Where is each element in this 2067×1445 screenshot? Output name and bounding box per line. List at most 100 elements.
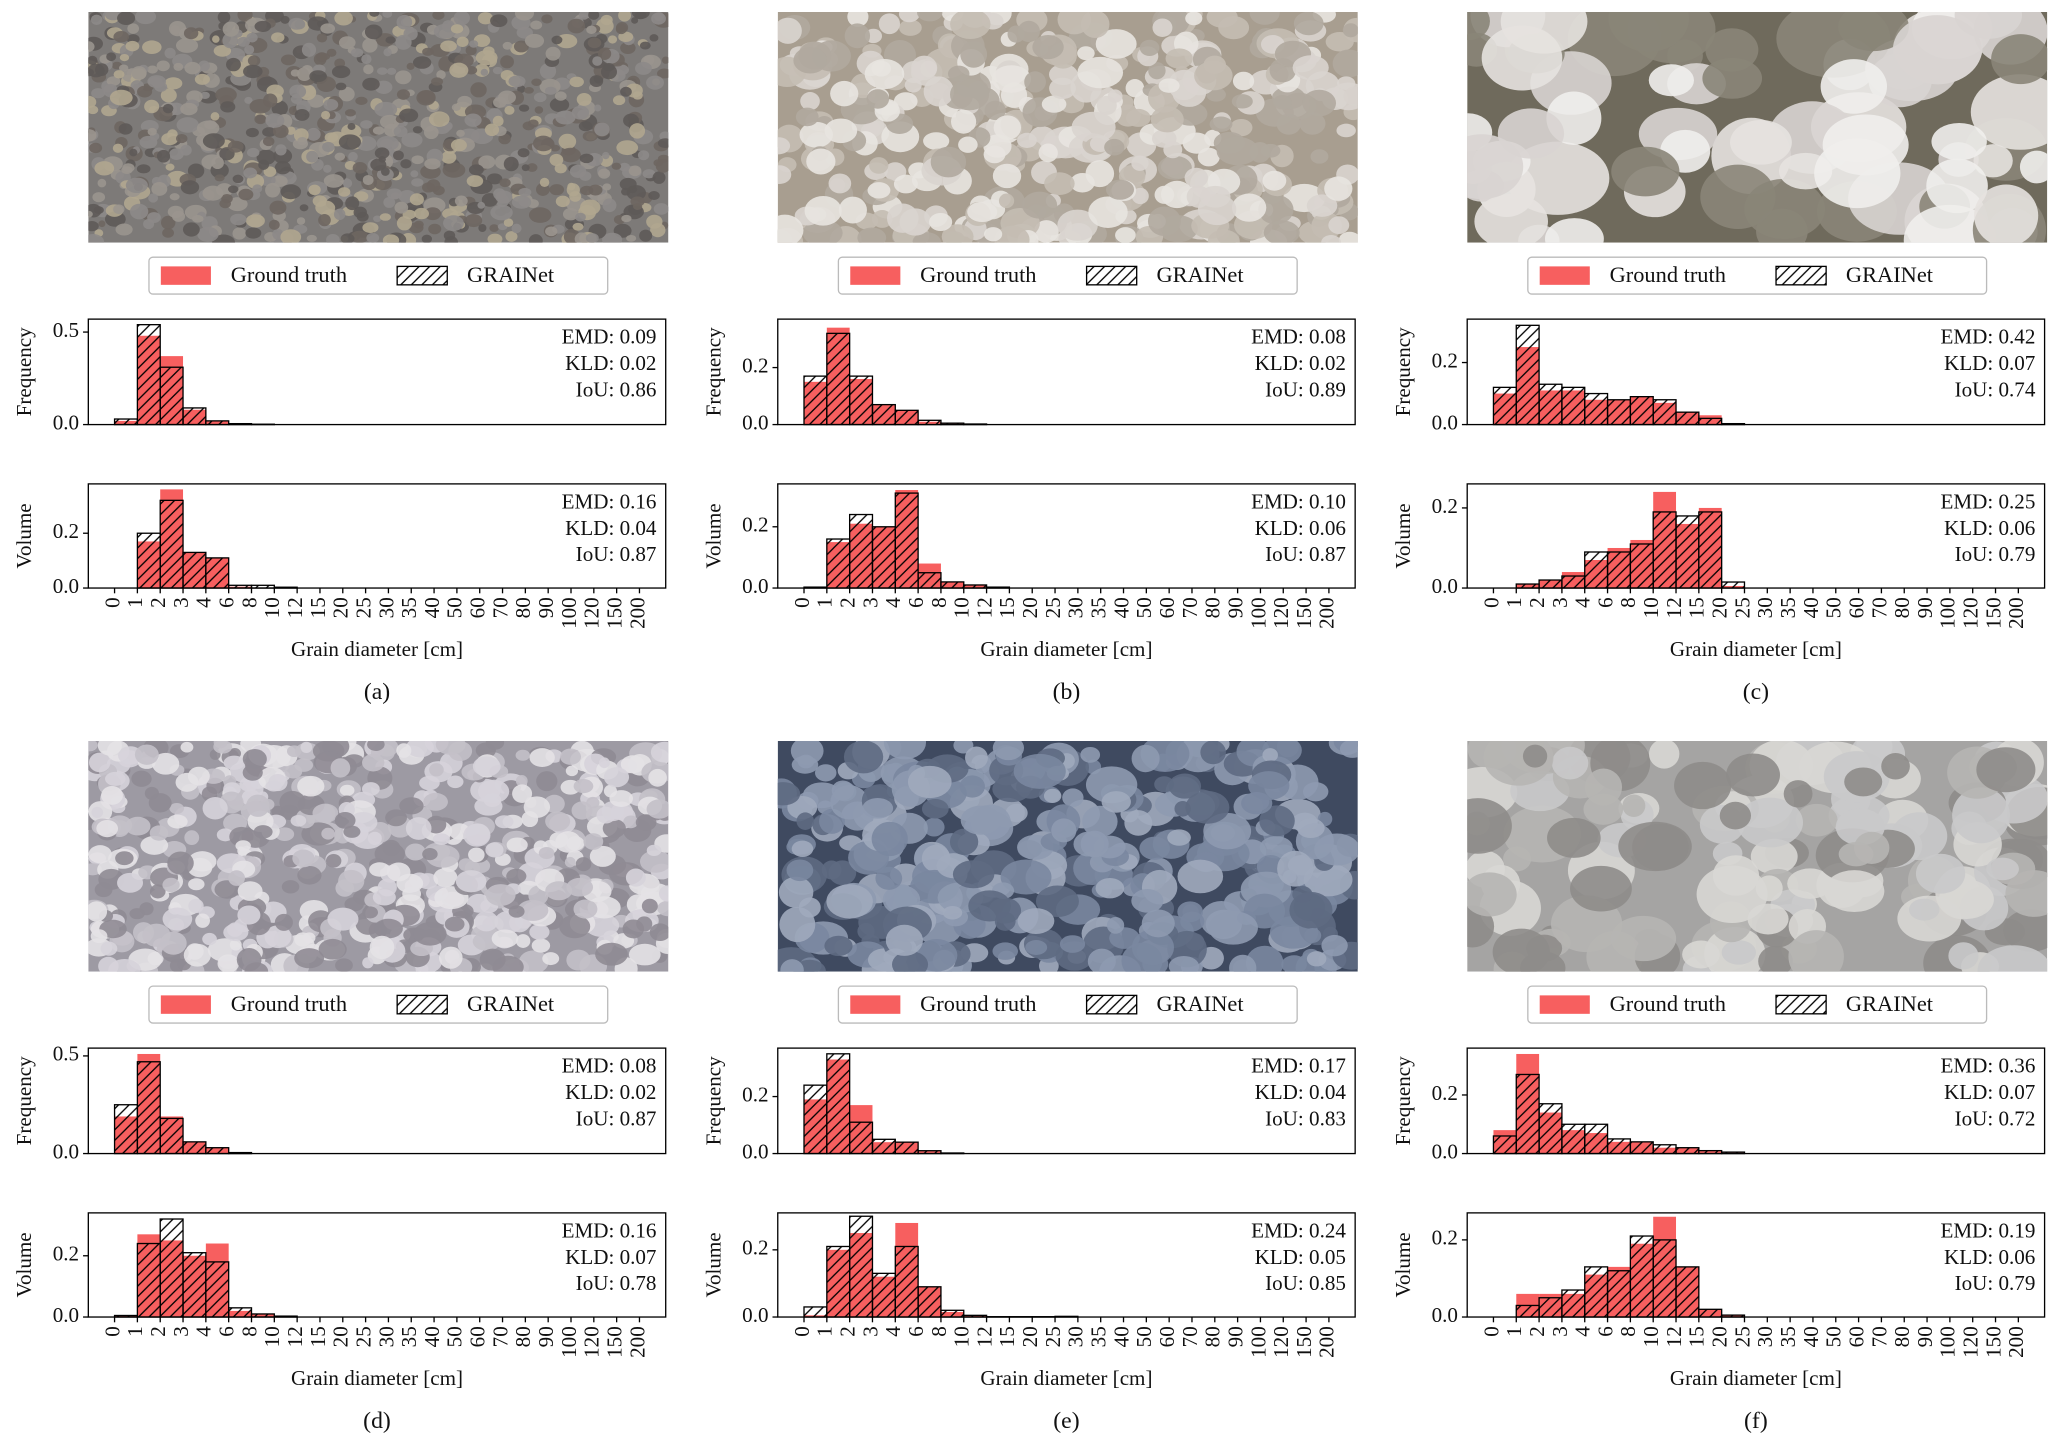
pebble (1481, 25, 1563, 91)
pebble (338, 36, 356, 49)
y-axis-label: Frequency (12, 1056, 36, 1145)
pebble (477, 201, 486, 209)
pebble (1168, 69, 1200, 101)
x-tick-label: 20 (1018, 1326, 1042, 1347)
caption: (c) (1743, 679, 1769, 705)
x-tick-label: 12 (972, 1326, 996, 1347)
legend-label: Ground truth (231, 262, 347, 287)
x-tick-label: 50 (443, 1326, 467, 1347)
pebble (183, 943, 211, 967)
pebble (578, 121, 593, 132)
annotation: IoU: 0.79 (1955, 1271, 2036, 1295)
x-tick-label: 3 (858, 1326, 882, 1337)
pebble (1177, 901, 1203, 923)
pebble (330, 758, 351, 778)
pebble (258, 159, 270, 170)
annotation: EMD: 0.25 (1941, 490, 2036, 514)
pebble (401, 132, 423, 148)
caption: (e) (1053, 1408, 1079, 1434)
legend-label: GRAINet (467, 991, 555, 1016)
pebble (1152, 18, 1173, 37)
pebble (315, 200, 336, 216)
x-tick-label: 10 (1639, 1326, 1663, 1347)
pebble (566, 949, 591, 971)
pebble (1213, 131, 1246, 154)
x-tick-label: 50 (1822, 1326, 1846, 1347)
pebble (362, 753, 385, 772)
pebble (477, 12, 494, 25)
bar (1675, 515, 1700, 589)
pebble (1147, 206, 1181, 237)
pebble (98, 220, 106, 228)
x-tick-label: 10 (260, 597, 284, 618)
pebble (797, 754, 815, 769)
pebble (967, 201, 998, 223)
pebble (451, 103, 461, 111)
axis-frame (1466, 483, 2046, 589)
annotation: KLD: 0.02 (1255, 351, 1346, 375)
pebble (272, 124, 289, 139)
pebble (635, 814, 657, 831)
pebble (1712, 855, 1760, 896)
pebble (379, 114, 400, 129)
pebble (505, 231, 518, 242)
pebble (312, 803, 339, 823)
pebble (202, 133, 225, 149)
pebble (560, 748, 582, 765)
pebble (142, 40, 162, 55)
pebble (480, 68, 489, 76)
pebble (1005, 803, 1028, 823)
pebble (264, 925, 292, 949)
pebble (949, 828, 979, 856)
pebble (828, 173, 852, 194)
pebble (653, 12, 665, 21)
pebble (226, 57, 241, 72)
pebble (1080, 746, 1101, 763)
pebble (299, 204, 309, 212)
annotation: KLD: 0.06 (1255, 516, 1346, 540)
pebble (1259, 836, 1293, 859)
pebble (531, 78, 542, 87)
x-tick-label: 200 (2004, 1326, 2028, 1358)
pebble (539, 177, 550, 187)
pebble (824, 118, 858, 144)
pebble (1167, 829, 1191, 846)
pebble (88, 210, 93, 218)
pebble (450, 138, 467, 152)
x-tick-label: 8 (1616, 1326, 1640, 1337)
pebble (237, 881, 263, 901)
pebble (594, 122, 610, 137)
pebble (413, 207, 429, 220)
bar (1584, 392, 1609, 426)
pebble (294, 108, 310, 121)
x-tick-label: 35 (1087, 1326, 1111, 1347)
pebble (238, 188, 254, 201)
x-tick-label: 50 (1822, 597, 1846, 618)
pebble (290, 814, 307, 827)
pebble (262, 136, 275, 147)
pebble (1154, 185, 1175, 204)
pebble (321, 827, 335, 840)
pebble (176, 117, 199, 133)
pebble (534, 106, 544, 114)
pebble (1022, 191, 1058, 219)
pebble (1085, 160, 1115, 188)
pebble (396, 89, 410, 100)
pebble (1750, 838, 1798, 875)
pebble (1017, 20, 1040, 43)
x-tick-label: 35 (1776, 1326, 1800, 1347)
pebble (1184, 167, 1209, 188)
y-tick-label: 0.0 (1432, 574, 1458, 598)
pebble (1017, 132, 1037, 148)
annotation: KLD: 0.05 (1255, 1245, 1346, 1269)
x-tick-label: 12 (283, 1326, 307, 1347)
pebble (621, 214, 632, 223)
pebble (555, 195, 570, 208)
legend-label: Ground truth (920, 262, 1036, 287)
y-tick-label: 0.0 (53, 1303, 79, 1327)
pebble (998, 193, 1015, 209)
x-tick-label: 4 (192, 1326, 216, 1337)
pebble (484, 123, 500, 137)
pebble (242, 749, 267, 769)
pebble (280, 229, 302, 243)
